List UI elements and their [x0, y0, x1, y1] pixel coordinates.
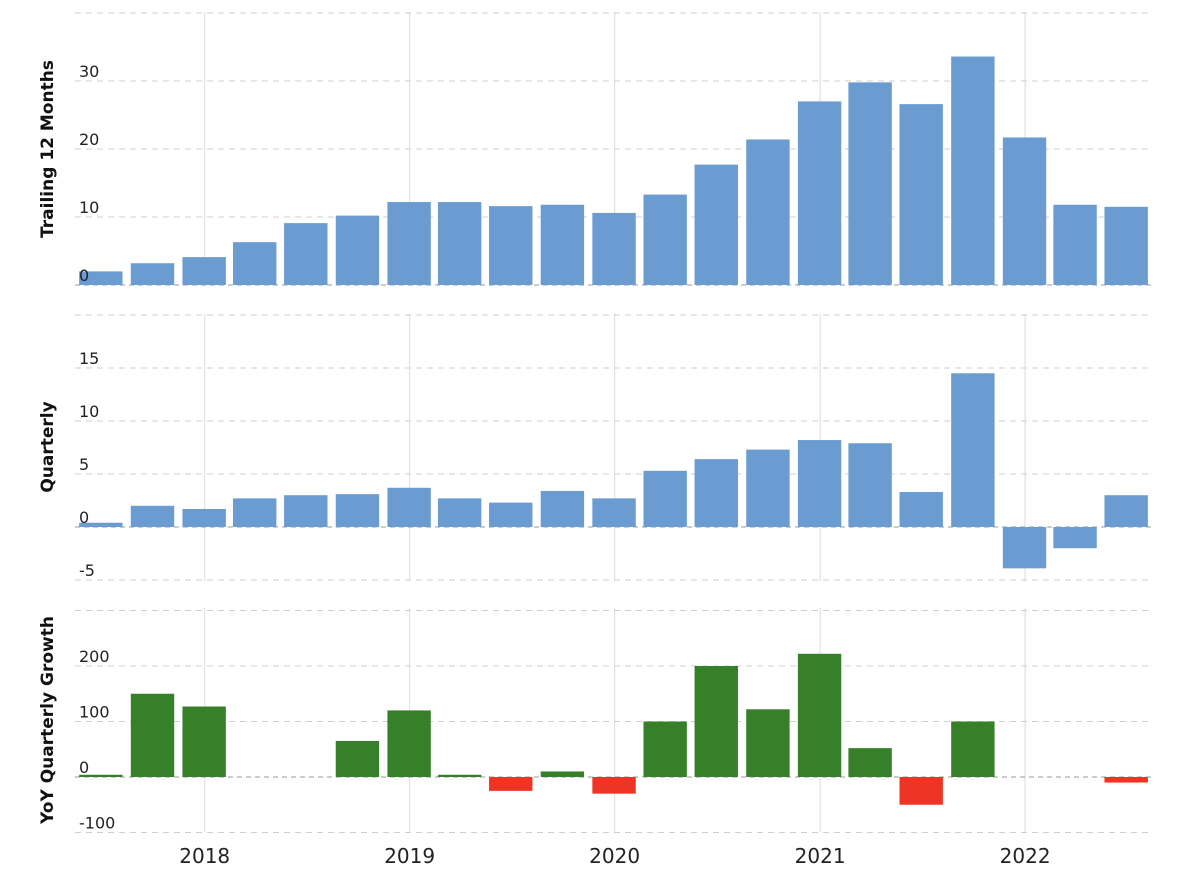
bar — [1053, 527, 1097, 549]
bar — [130, 505, 175, 527]
bar — [592, 777, 636, 794]
bar — [232, 242, 277, 285]
bar — [899, 492, 943, 527]
bar — [1002, 527, 1047, 569]
bar — [489, 206, 533, 285]
y-axis-label: Quarterly — [38, 401, 58, 492]
bar — [899, 777, 943, 805]
bar — [437, 774, 482, 777]
y-tick-label: 10 — [79, 402, 99, 421]
bar — [79, 522, 123, 527]
bar — [848, 748, 892, 777]
bar — [1104, 206, 1148, 285]
bar — [951, 721, 995, 777]
bar — [387, 710, 431, 777]
y-tick-label: 30 — [79, 62, 99, 81]
bar — [797, 101, 842, 286]
bar — [437, 498, 482, 527]
bar — [643, 721, 687, 777]
bar — [232, 498, 277, 527]
bar — [437, 202, 482, 285]
bar — [130, 693, 175, 777]
bar — [797, 653, 842, 777]
y-axis-label: YoY Quarterly Growth — [38, 616, 58, 825]
bar — [284, 495, 328, 527]
bar — [746, 139, 790, 285]
bar — [284, 223, 328, 285]
y-tick-label: 15 — [79, 349, 99, 368]
x-tick-label: 2018 — [179, 844, 230, 868]
y-tick-label: -5 — [79, 561, 95, 580]
x-tick-label: 2021 — [795, 844, 846, 868]
bar — [848, 82, 892, 285]
y-tick-label: 5 — [79, 455, 89, 474]
bar — [797, 440, 842, 527]
bar — [694, 666, 738, 777]
panel-3: -100 0 100 200 YoY Quarterly Growth — [38, 608, 1152, 833]
bar — [182, 706, 226, 777]
bar — [540, 490, 585, 527]
y-tick-label: 10 — [79, 198, 99, 217]
bar — [1053, 204, 1097, 285]
bar — [694, 164, 738, 285]
bar — [899, 104, 943, 286]
bar — [1104, 495, 1148, 527]
bar — [182, 508, 226, 527]
bar — [643, 470, 687, 527]
bar — [592, 498, 636, 527]
bar — [182, 257, 226, 285]
bar — [540, 204, 585, 285]
bar — [489, 777, 533, 791]
bar — [951, 56, 995, 285]
bar — [79, 271, 123, 285]
bar — [1104, 777, 1148, 783]
bar — [387, 487, 431, 527]
bar — [387, 202, 431, 285]
x-tick-label: 2022 — [1000, 844, 1051, 868]
bar — [79, 774, 123, 777]
y-tick-label: 20 — [79, 130, 99, 149]
panel-2: -5 0 5 10 15 Quarterly — [38, 314, 1152, 581]
bar — [335, 740, 380, 777]
bar — [540, 771, 585, 777]
y-tick-label: 0 — [79, 758, 89, 777]
bar — [489, 502, 533, 527]
bar — [335, 494, 380, 527]
bar — [335, 215, 380, 285]
y-tick-label: -100 — [79, 814, 115, 833]
y-tick-label: 100 — [79, 703, 110, 722]
bar — [746, 449, 790, 527]
bar — [951, 373, 995, 527]
y-axis-label: Trailing 12 Months — [38, 60, 58, 238]
y-tick-label: 0 — [79, 266, 89, 285]
y-tick-label: 0 — [79, 508, 89, 527]
y-tick-label: 200 — [79, 647, 110, 666]
panel-1: 0 10 20 30 Trailing 12 Months — [38, 12, 1152, 286]
bar — [848, 443, 892, 527]
bar — [746, 709, 790, 777]
bar — [694, 459, 738, 527]
bar — [643, 194, 687, 285]
bar — [592, 212, 636, 285]
bar — [130, 263, 175, 285]
x-tick-label: 2019 — [384, 844, 435, 868]
bar — [1002, 137, 1047, 285]
x-tick-label: 2020 — [589, 844, 640, 868]
